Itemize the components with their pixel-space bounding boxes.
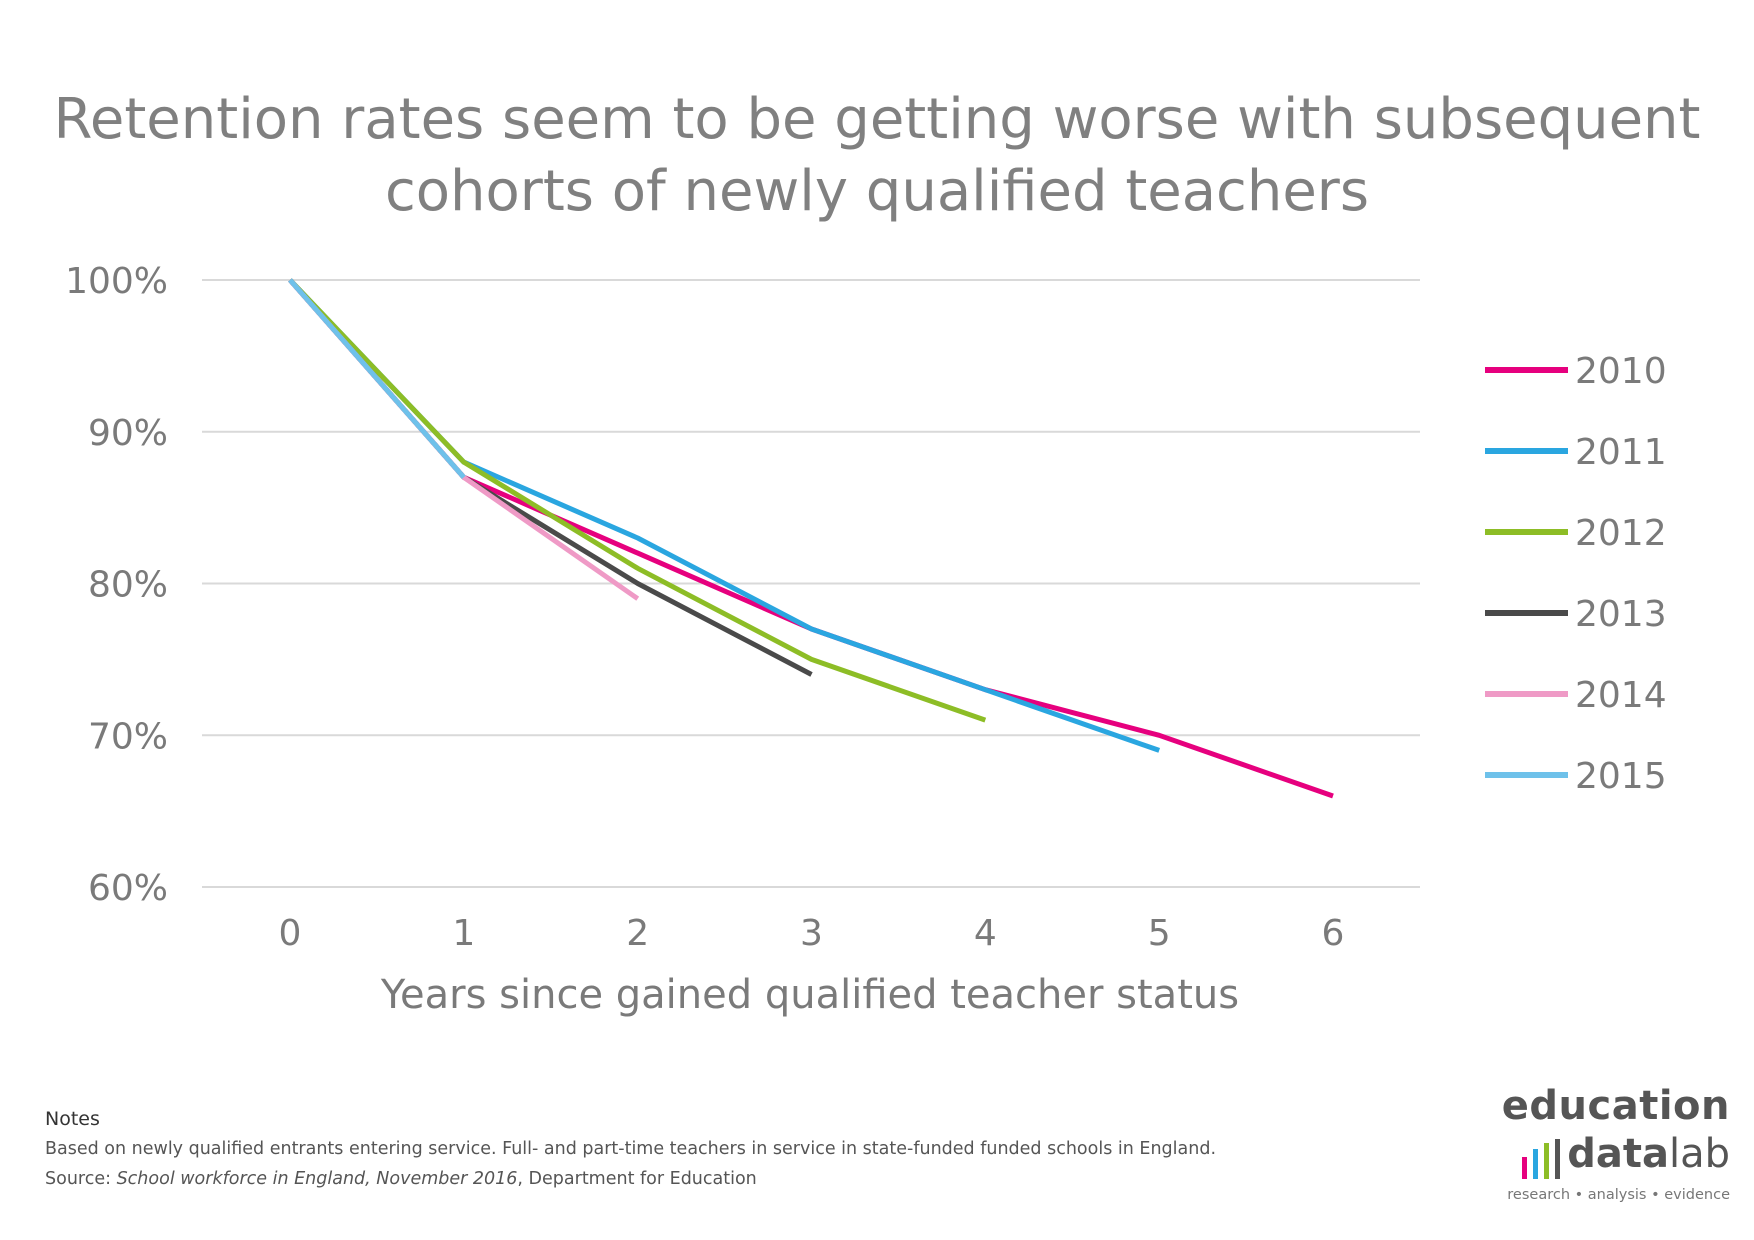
logo-word-education: education bbox=[1501, 1083, 1730, 1129]
education-datalab-logo: education datalab research • analysis • … bbox=[1500, 1083, 1730, 1213]
logo-bars-icon bbox=[1522, 1139, 1560, 1179]
legend-label-2012: 2012 bbox=[1575, 513, 1667, 554]
legend-label-2015: 2015 bbox=[1575, 756, 1667, 797]
y-axis-tick-labels: 100% 90% 80% 70% 60% bbox=[65, 261, 168, 909]
x-axis-tick-labels: 0 1 2 3 4 5 6 bbox=[279, 913, 1345, 954]
series-line-2015 bbox=[288, 278, 466, 479]
notes-block: Notes Based on newly qualified entrants … bbox=[45, 1104, 1216, 1194]
x-tick-label: 3 bbox=[800, 913, 823, 954]
notes-heading: Notes bbox=[45, 1108, 100, 1130]
legend-label-2011: 2011 bbox=[1575, 432, 1667, 473]
chart-title: Retention rates seem to be getting worse… bbox=[53, 87, 1701, 224]
legend-label-2013: 2013 bbox=[1575, 594, 1667, 635]
series-line-2013 bbox=[288, 278, 813, 677]
legend-label-2010: 2010 bbox=[1575, 351, 1667, 392]
y-tick-label: 90% bbox=[88, 413, 168, 454]
notes-source: Source: School workforce in England, Nov… bbox=[45, 1164, 1216, 1194]
x-tick-label: 5 bbox=[1148, 913, 1171, 954]
x-axis-label: Years since gained qualified teacher sta… bbox=[380, 972, 1239, 1018]
logo-bar-3 bbox=[1544, 1143, 1549, 1179]
logo-bar-1 bbox=[1522, 1157, 1527, 1179]
x-tick-label: 0 bbox=[279, 913, 302, 954]
logo-bar-4 bbox=[1555, 1139, 1560, 1179]
source-suffix: , Department for Education bbox=[517, 1169, 757, 1189]
grid-lines bbox=[202, 279, 1420, 888]
series-line-2010 bbox=[288, 278, 1334, 799]
y-tick-label: 80% bbox=[88, 565, 168, 606]
logo-word-data: data bbox=[1567, 1131, 1669, 1177]
legend: 2010 2011 2012 2013 2014 2015 bbox=[1485, 351, 1667, 797]
source-title: School workforce in England, November 20… bbox=[116, 1169, 518, 1189]
x-tick-label: 1 bbox=[452, 913, 475, 954]
x-tick-label: 4 bbox=[974, 913, 997, 954]
series-line-2011 bbox=[288, 278, 1161, 753]
source-prefix: Source: bbox=[45, 1169, 117, 1189]
logo-word-lab: lab bbox=[1668, 1131, 1730, 1177]
y-tick-label: 100% bbox=[65, 261, 168, 302]
logo-tagline: research • analysis • evidence bbox=[1507, 1187, 1730, 1203]
series-lines bbox=[288, 278, 1334, 799]
legend-label-2014: 2014 bbox=[1575, 675, 1667, 716]
logo-word-datalab: datalab bbox=[1567, 1131, 1730, 1177]
x-tick-label: 2 bbox=[626, 913, 649, 954]
logo-bar-2 bbox=[1533, 1149, 1538, 1179]
series-line-2012 bbox=[288, 278, 987, 723]
y-tick-label: 60% bbox=[88, 868, 168, 909]
x-tick-label: 6 bbox=[1322, 913, 1345, 954]
notes-text: Based on newly qualified entrants enteri… bbox=[45, 1139, 1217, 1159]
y-tick-label: 70% bbox=[88, 716, 168, 757]
